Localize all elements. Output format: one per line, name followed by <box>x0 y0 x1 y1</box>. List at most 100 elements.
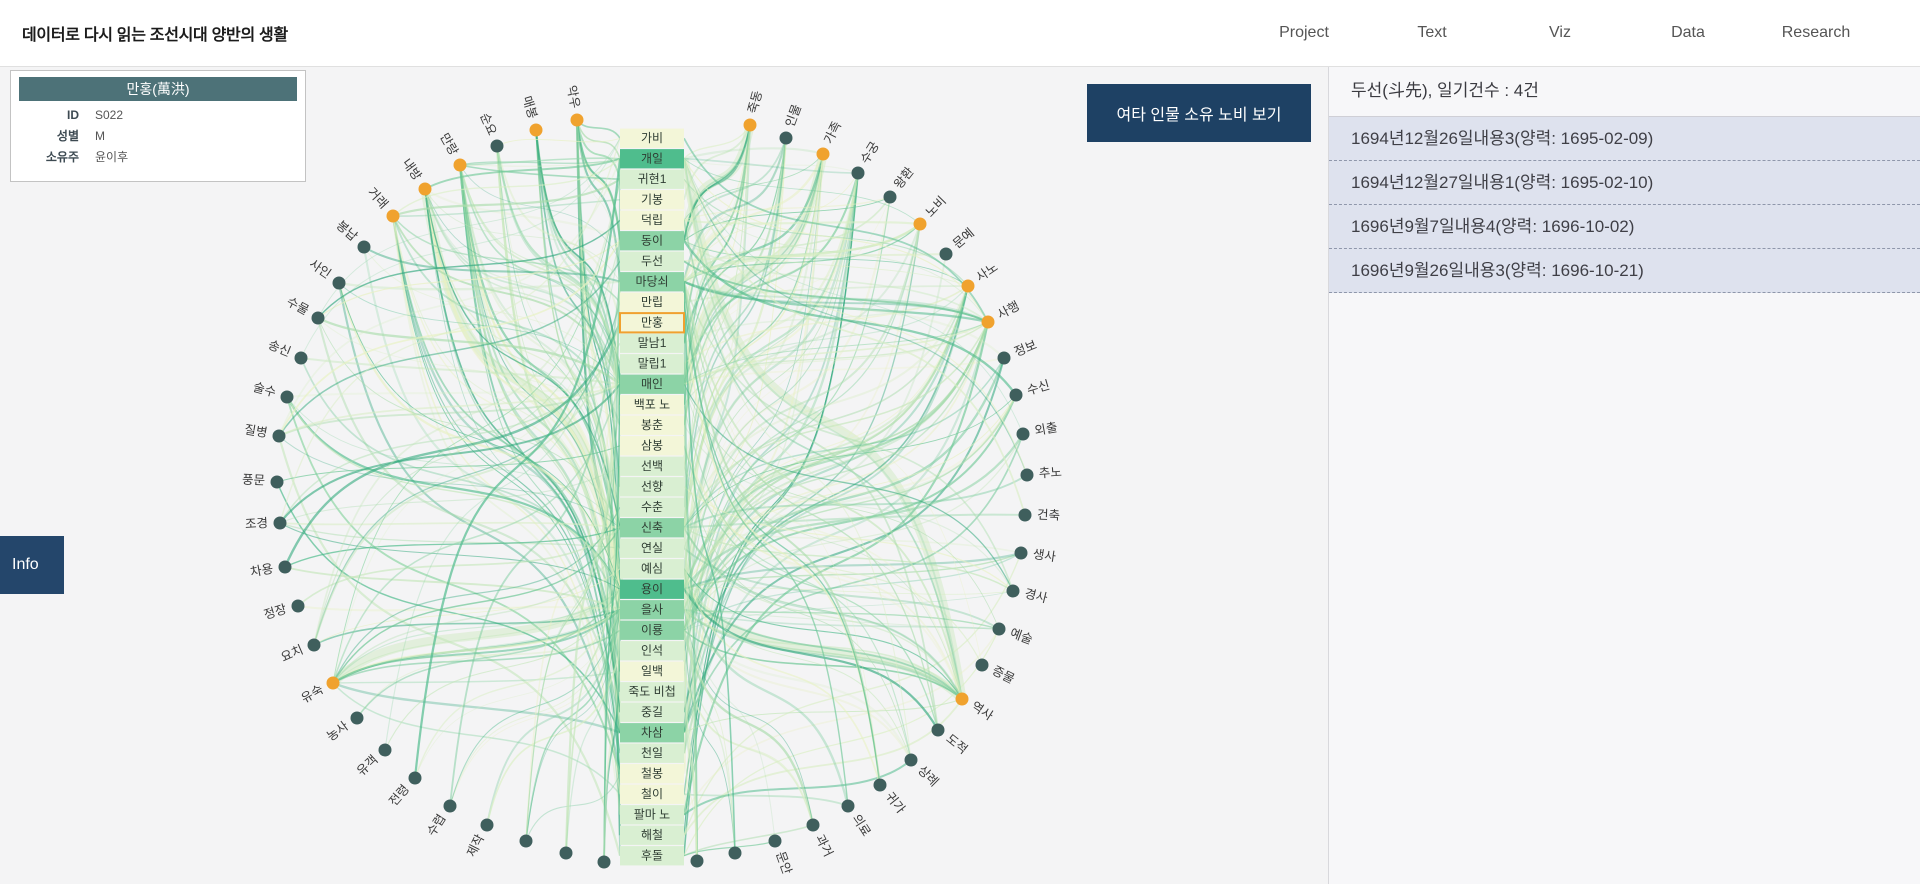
category-node-인물[interactable] <box>780 132 793 145</box>
category-label-건축: 건축 <box>1037 508 1061 523</box>
category-label-전령: 전령 <box>386 782 412 809</box>
category-node-매봉[interactable] <box>530 124 543 137</box>
category-node-제작[interactable] <box>481 819 494 832</box>
category-label-제작: 제작 <box>464 832 487 859</box>
diary-panel-title: 두선(斗先), 일기건수 : 4건 <box>1329 66 1920 117</box>
category-node-역사[interactable] <box>956 693 969 706</box>
info-field-value: S022 <box>95 105 123 126</box>
slave-node-label: 인석 <box>641 643 663 657</box>
slave-node-label: 삼봉 <box>641 438 663 452</box>
category-node-풍문[interactable] <box>271 476 284 489</box>
category-node-악우[interactable] <box>571 114 584 127</box>
header: 데이터로 다시 읽는 조선시대 양반의 생활 ProjectTextVizDat… <box>0 0 1920 67</box>
view-other-owners-slaves-button[interactable]: 여타 인물 소유 노비 보기 <box>1087 84 1311 142</box>
category-node-내방[interactable] <box>419 183 432 196</box>
category-node-죽동[interactable] <box>744 119 757 132</box>
category-node-노비[interactable] <box>914 218 927 231</box>
category-node-수렵[interactable] <box>444 800 457 813</box>
category-node-clipped[interactable] <box>729 847 742 860</box>
category-node-조경[interactable] <box>274 517 287 530</box>
category-node-왕환[interactable] <box>884 191 897 204</box>
category-node-사인[interactable] <box>333 277 346 290</box>
category-label-유숙: 유숙 <box>299 682 326 706</box>
category-node-도적[interactable] <box>932 724 945 737</box>
person-name: 만홍(萬洪) <box>19 77 297 101</box>
slave-node-label: 매인 <box>641 377 663 391</box>
category-node-만랑[interactable] <box>454 159 467 172</box>
category-label-과거: 과거 <box>813 832 836 859</box>
main-nav: ProjectTextVizDataResearch <box>1240 0 1880 66</box>
category-label-농사: 농사 <box>324 719 351 744</box>
category-node-전령[interactable] <box>409 772 422 785</box>
category-node-정장[interactable] <box>292 600 305 613</box>
category-node-질병[interactable] <box>273 430 286 443</box>
category-node-순요[interactable] <box>491 140 504 153</box>
category-node-문안[interactable] <box>769 835 782 848</box>
category-node-요치[interactable] <box>308 639 321 652</box>
page: 가비개일귀현1기봉덕립동이두선마당쇠만립만홍말남1말립1매인백포 노봉춘삼봉선백… <box>0 0 1920 884</box>
category-node-clipped[interactable] <box>520 835 533 848</box>
category-node-수물[interactable] <box>312 312 325 325</box>
category-node-상례[interactable] <box>905 754 918 767</box>
slave-node-label: 중길 <box>641 705 663 719</box>
category-node-clipped[interactable] <box>560 847 573 860</box>
category-label-술수: 술수 <box>252 380 278 400</box>
category-node-귀가[interactable] <box>874 779 887 792</box>
category-node-유숙[interactable] <box>327 677 340 690</box>
nav-item-viz[interactable]: Viz <box>1496 24 1624 42</box>
slave-node-label: 죽도 비첩 <box>628 684 676 698</box>
category-node-과거[interactable] <box>807 819 820 832</box>
category-node-유객[interactable] <box>379 744 392 757</box>
category-node-봉납[interactable] <box>358 241 371 254</box>
info-field-label: 성별 <box>11 126 79 147</box>
category-label-거래: 거래 <box>365 185 391 211</box>
category-node-송신[interactable] <box>295 352 308 365</box>
category-node-가족[interactable] <box>817 148 830 161</box>
category-label-도적: 도적 <box>943 732 970 757</box>
category-node-건축[interactable] <box>1019 509 1032 522</box>
category-node-정보[interactable] <box>998 352 1011 365</box>
category-node-생사[interactable] <box>1015 547 1028 560</box>
nav-item-data[interactable]: Data <box>1624 24 1752 42</box>
category-label-가족: 가족 <box>821 119 844 146</box>
category-label-추노: 추노 <box>1038 465 1062 480</box>
category-node-문예[interactable] <box>940 248 953 261</box>
category-label-수신: 수신 <box>1025 378 1051 398</box>
category-node-경사[interactable] <box>1007 585 1020 598</box>
category-node-술수[interactable] <box>281 391 294 404</box>
category-node-의료[interactable] <box>842 800 855 813</box>
category-label-문예: 문예 <box>950 226 977 252</box>
category-node-차용[interactable] <box>279 561 292 574</box>
slave-node-label: 철봉 <box>641 766 663 780</box>
category-node-예술[interactable] <box>993 623 1006 636</box>
diary-entry[interactable]: 1694년12월26일내용3(양력: 1695-02-09) <box>1329 117 1920 161</box>
nav-item-research[interactable]: Research <box>1752 24 1880 42</box>
category-node-증물[interactable] <box>976 659 989 672</box>
category-label-정장: 정장 <box>262 602 289 622</box>
category-node-수궁[interactable] <box>852 167 865 180</box>
category-node-수신[interactable] <box>1010 389 1023 402</box>
category-label-풍문: 풍문 <box>242 473 266 488</box>
nav-item-project[interactable]: Project <box>1240 24 1368 42</box>
person-fields: IDS022성별M소유주윤이후 <box>11 105 305 168</box>
slave-node-label: 일백 <box>641 664 663 678</box>
diary-entry[interactable]: 1696년9월26일내용3(양력: 1696-10-21) <box>1329 249 1920 293</box>
category-label-사노: 사노 <box>974 260 1001 284</box>
slave-node-label: 동이 <box>641 233 663 247</box>
diary-entry[interactable]: 1694년12월27일내용1(양력: 1695-02-10) <box>1329 161 1920 205</box>
category-node-clipped[interactable] <box>598 856 611 869</box>
category-node-사행[interactable] <box>982 316 995 329</box>
category-node-clipped[interactable] <box>691 855 704 868</box>
category-node-농사[interactable] <box>351 712 364 725</box>
category-node-추노[interactable] <box>1021 469 1034 482</box>
category-node-사노[interactable] <box>962 280 975 293</box>
nav-item-text[interactable]: Text <box>1368 24 1496 42</box>
info-row: 성별M <box>11 126 305 147</box>
info-button[interactable]: Info <box>0 536 64 594</box>
category-node-외출[interactable] <box>1017 428 1030 441</box>
diary-entry[interactable]: 1696년9월7일내용4(양력: 1696-10-02) <box>1329 205 1920 249</box>
slave-node-label: 만홍 <box>641 315 663 329</box>
category-label-증물: 증물 <box>990 663 1017 686</box>
category-node-거래[interactable] <box>387 210 400 223</box>
slave-node-label: 해철 <box>641 828 663 842</box>
